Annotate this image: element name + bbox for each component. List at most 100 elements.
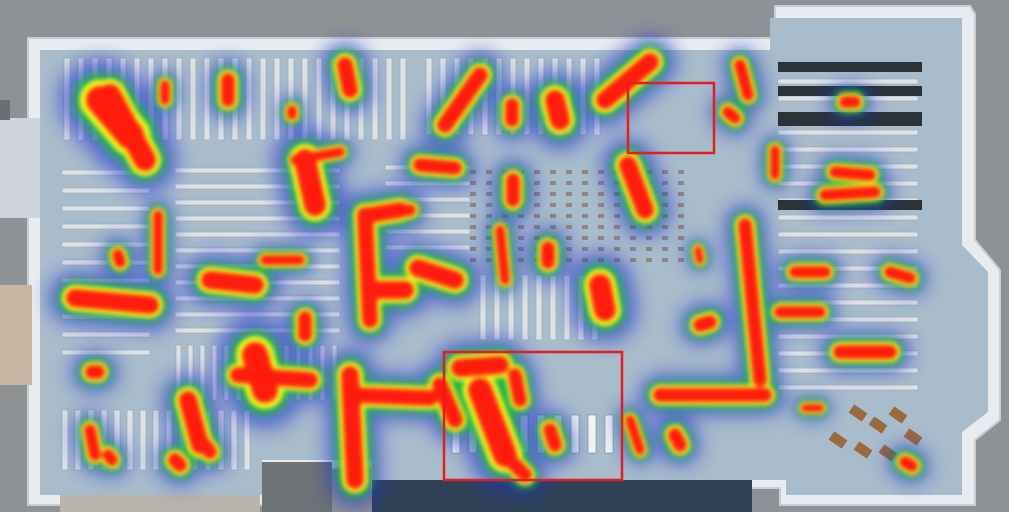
heatspot — [84, 424, 101, 461]
display-table — [566, 225, 572, 229]
display-table — [848, 404, 868, 422]
display-table — [678, 236, 684, 240]
display-table — [550, 170, 556, 174]
heatspot — [899, 456, 918, 472]
display-table — [486, 192, 492, 196]
display-table — [678, 225, 684, 229]
heatspot — [102, 449, 118, 466]
heatspot — [495, 225, 510, 285]
display-table — [534, 170, 540, 174]
display-table — [614, 225, 620, 229]
display-table — [662, 181, 668, 185]
checkout-lane — [587, 414, 597, 454]
display-table — [550, 214, 556, 218]
display-table — [598, 214, 604, 218]
shelf-unit — [315, 57, 323, 141]
heatspot — [357, 207, 378, 328]
shelf-unit — [61, 205, 151, 212]
display-table — [582, 214, 588, 218]
shelf-unit — [777, 78, 919, 85]
heatspot — [693, 315, 717, 332]
shelf-unit — [777, 146, 919, 153]
display-table — [518, 247, 524, 251]
shelf-unit — [521, 274, 529, 341]
shelf-unit — [189, 57, 197, 141]
heatspot — [508, 368, 527, 407]
shelf-unit — [61, 223, 151, 230]
display-table — [598, 181, 604, 185]
heatspot — [829, 166, 876, 181]
display-table — [888, 406, 908, 424]
display-table — [566, 170, 572, 174]
display-table — [662, 258, 668, 262]
left-side-rooms — [0, 100, 40, 385]
display-table — [486, 170, 492, 174]
display-table — [566, 203, 572, 207]
display-table — [646, 236, 652, 240]
heatspot — [819, 186, 881, 201]
checkout-lane — [604, 414, 614, 454]
shelf-unit — [535, 274, 543, 341]
shelf-unit — [777, 214, 919, 221]
display-table — [470, 192, 476, 196]
heatspot — [722, 106, 741, 124]
display-table — [518, 236, 524, 240]
display-table — [598, 170, 604, 174]
display-table — [534, 214, 540, 218]
heatspot — [409, 259, 464, 289]
display-table — [630, 247, 636, 251]
heatspot — [625, 415, 645, 455]
shelf-unit — [777, 231, 919, 238]
display-table — [582, 192, 588, 196]
heatspot — [596, 53, 659, 109]
heatspot — [294, 149, 326, 216]
shelf-unit — [230, 409, 238, 471]
shelf-unit — [777, 384, 919, 391]
display-table — [470, 225, 476, 229]
display-table — [582, 181, 588, 185]
heatspot — [545, 90, 570, 130]
shelf-unit — [139, 409, 147, 471]
display-table — [614, 214, 620, 218]
display-table — [566, 192, 572, 196]
display-table — [646, 258, 652, 262]
display-table — [678, 181, 684, 185]
heatmap-overlay — [48, 35, 930, 507]
display-table — [903, 428, 923, 446]
shelf-unit — [399, 57, 407, 141]
shelf-unit — [61, 409, 69, 471]
display-table — [486, 181, 492, 185]
display-table — [630, 258, 636, 262]
heatspot — [168, 453, 187, 472]
heatspot — [619, 156, 654, 219]
heatspot — [198, 438, 217, 459]
display-table — [662, 247, 668, 251]
highlight-box-top-center[interactable] — [626, 81, 716, 155]
display-table — [566, 236, 572, 240]
heatspot — [468, 378, 517, 467]
display-table — [470, 247, 476, 251]
display-table — [662, 170, 668, 174]
display-table — [582, 236, 588, 240]
display-table — [598, 203, 604, 207]
shelf-unit — [126, 409, 134, 471]
display-table — [678, 203, 684, 207]
display-table — [486, 203, 492, 207]
highlight-box-bottom-center[interactable] — [442, 350, 624, 482]
shelf-unit — [259, 57, 267, 141]
heatspot — [437, 67, 488, 133]
heatspot — [342, 387, 438, 406]
display-table — [550, 192, 556, 196]
highlight-regions — [442, 81, 716, 482]
display-table — [853, 441, 873, 459]
display-table — [470, 214, 476, 218]
heatspot — [543, 423, 562, 452]
shelf-unit — [174, 231, 341, 238]
heatspot — [359, 204, 416, 221]
display-table — [598, 236, 604, 240]
display-table — [678, 258, 684, 262]
display-table — [828, 431, 848, 449]
display-table — [566, 181, 572, 185]
display-table — [678, 170, 684, 174]
